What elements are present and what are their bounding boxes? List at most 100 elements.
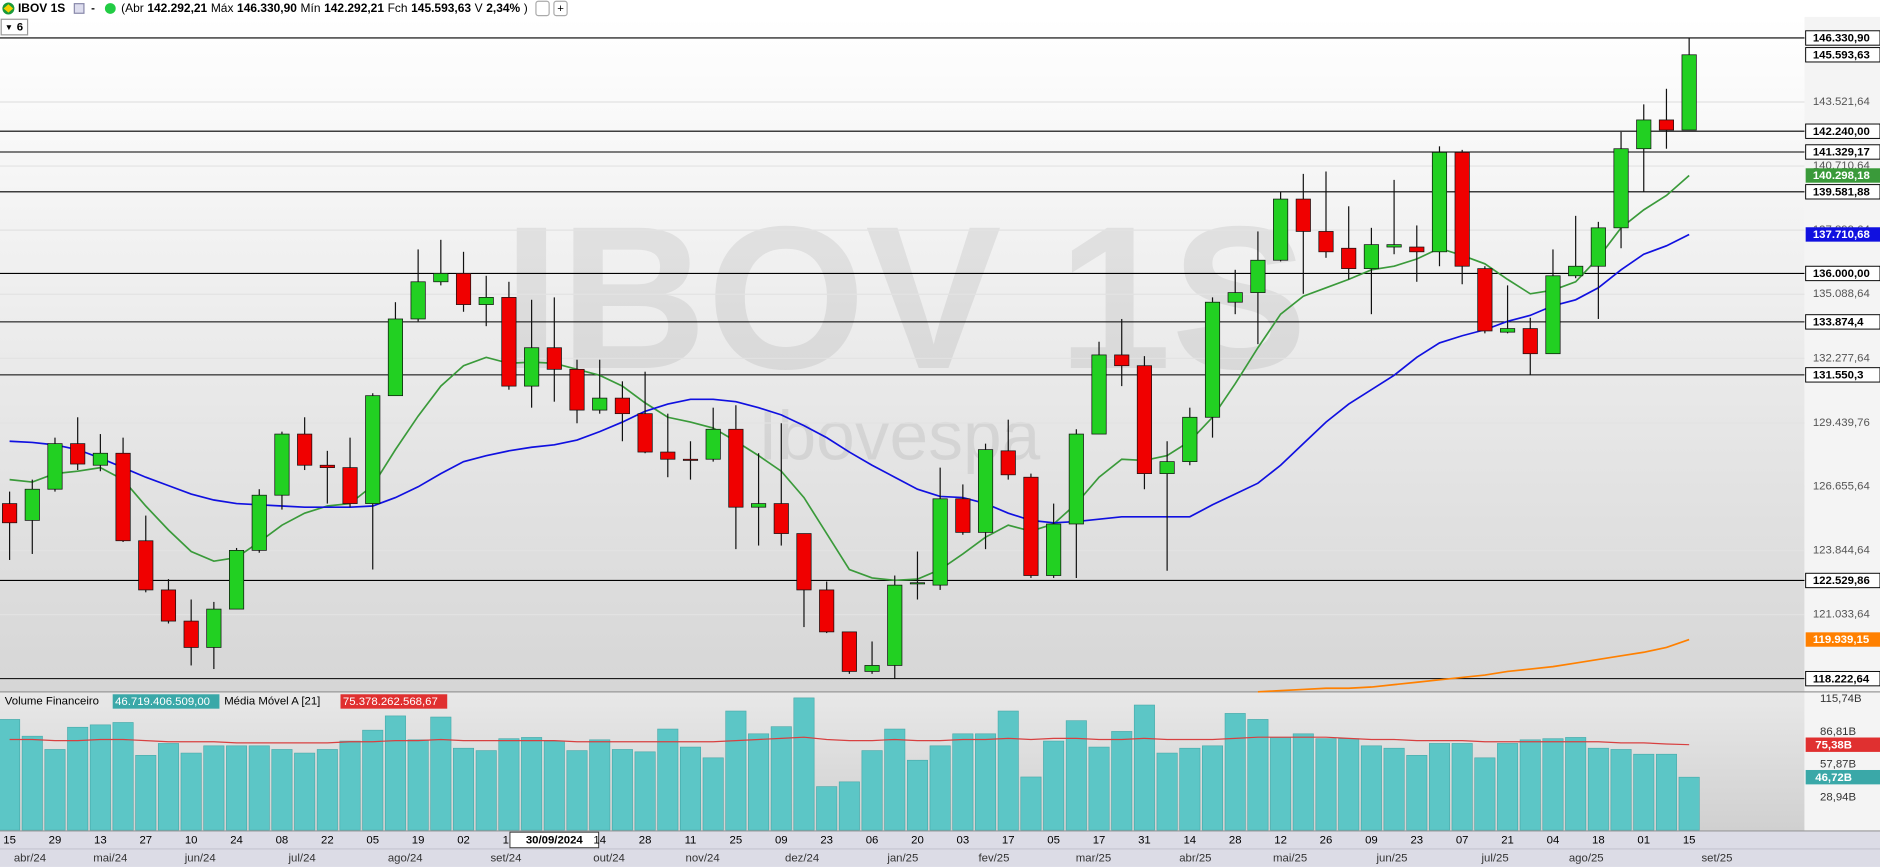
x-tick-label: 10 <box>185 835 198 847</box>
ma-label: 137.710,68 <box>1813 229 1870 241</box>
volume-bar <box>1610 749 1632 831</box>
candle-body <box>1114 354 1130 367</box>
level-tag <box>1805 144 1880 160</box>
volume-bar <box>1088 746 1110 831</box>
watermark: IBOV 1S <box>503 184 1307 412</box>
volume-value-bg <box>112 694 220 709</box>
period-value[interactable]: 6 <box>17 22 23 34</box>
flag-icon <box>3 4 14 13</box>
candle-body <box>1318 231 1334 253</box>
candle-body <box>297 433 313 466</box>
level-tag <box>1805 314 1880 330</box>
volume-bar <box>1247 719 1269 831</box>
volume-bar <box>1542 738 1564 831</box>
ma-tag <box>1805 632 1880 647</box>
volume-bar <box>498 738 520 831</box>
icon-button[interactable] <box>73 3 85 14</box>
volume-bar <box>1224 713 1246 831</box>
candle-body <box>977 449 994 533</box>
x-tick-label: 27 <box>139 835 152 847</box>
x-tick-label: 13 <box>94 835 107 847</box>
y-tick-label: 129.439,76 <box>1813 417 1870 429</box>
x-tick-label: 14 <box>1183 835 1196 847</box>
x-month-label: nov/24 <box>686 853 720 865</box>
x-tick-label: 21 <box>1501 835 1514 847</box>
quote-part: (Abr <box>121 1 144 15</box>
level-label: 145.593,63 <box>1813 49 1870 61</box>
volume-bar <box>1678 776 1700 831</box>
icon-button[interactable] <box>553 0 568 17</box>
candle-body <box>274 433 290 496</box>
volume-bar <box>884 728 906 831</box>
quote-part: V <box>475 1 483 15</box>
candle-body <box>909 582 926 585</box>
volume-tag-label: 75,38B <box>1815 739 1852 751</box>
volume-bar <box>566 750 588 831</box>
candle-body <box>1409 246 1425 253</box>
x-month-label: ago/24 <box>388 853 423 865</box>
x-tick-label: 29 <box>49 835 62 847</box>
volume-bar <box>1292 733 1314 831</box>
period-arrow[interactable]: ▼ <box>5 22 13 32</box>
volume-bar <box>1156 752 1178 831</box>
icon-button[interactable]: - <box>91 2 95 14</box>
x-tick-label: 03 <box>957 835 970 847</box>
volume-bar <box>339 740 361 831</box>
candle-body <box>433 273 449 283</box>
x-month-label: fev/25 <box>978 853 1009 865</box>
volume-bar <box>1179 747 1201 831</box>
volume-bar <box>1383 747 1405 831</box>
candle-body <box>955 498 971 533</box>
candle-body <box>660 451 676 460</box>
candle-body <box>705 428 721 460</box>
header-bar <box>0 0 1880 17</box>
volume-bar <box>680 746 701 831</box>
volume-bar <box>112 722 134 831</box>
volume-bar <box>793 697 815 831</box>
volume-bar <box>1338 738 1360 831</box>
symbol: IBOV 1S <box>18 1 65 15</box>
candle-body <box>206 608 222 648</box>
candle-body <box>1363 244 1379 269</box>
x-tick-label: 28 <box>639 835 652 847</box>
x-month-label: jul/24 <box>288 853 316 865</box>
period-select[interactable] <box>0 18 29 36</box>
candle-body <box>546 347 562 370</box>
candle-body <box>864 665 880 672</box>
volume-bar <box>816 786 838 831</box>
volume-bar <box>1587 747 1609 831</box>
volume-bar <box>1202 745 1224 831</box>
ma-label: 119.939,15 <box>1813 634 1870 646</box>
candle-body <box>342 467 358 504</box>
y-tick-label: 123.844,64 <box>1813 545 1870 557</box>
ma-line <box>9 233 1690 524</box>
candle-body <box>1613 148 1629 229</box>
ma-line <box>9 174 1690 582</box>
volume-bar <box>362 729 384 831</box>
volume-tick-label: 57,87B <box>1820 759 1856 771</box>
quote-part: 146.330,90 <box>237 1 297 15</box>
x-tick-label: 17 <box>1002 835 1015 847</box>
candle-body <box>2 503 18 524</box>
candle-body <box>1386 244 1402 248</box>
candle-body <box>251 494 267 551</box>
x-tick-label: 05 <box>366 835 379 847</box>
volume-bar <box>748 733 770 831</box>
candle-body <box>455 273 472 305</box>
level-tag <box>1805 184 1880 200</box>
volume-bar <box>1065 720 1087 831</box>
level-label: 146.330,90 <box>1813 33 1870 45</box>
icon-button[interactable]: + <box>557 3 564 15</box>
volume-value: 46.719.406.509,00 <box>115 696 210 708</box>
x-tick-label: 23 <box>820 835 833 847</box>
icon-button[interactable] <box>535 0 550 17</box>
candle-body <box>796 533 812 591</box>
volume-ma-line <box>9 736 1690 746</box>
candle-body <box>1568 265 1584 277</box>
level-tag <box>1805 572 1880 589</box>
level-label: 133.874,4 <box>1813 317 1864 329</box>
candle-body <box>637 413 653 453</box>
level-label: 122.529,86 <box>1813 575 1870 587</box>
candle-body <box>478 297 494 305</box>
quote-part: 145.593,63 <box>411 1 471 15</box>
